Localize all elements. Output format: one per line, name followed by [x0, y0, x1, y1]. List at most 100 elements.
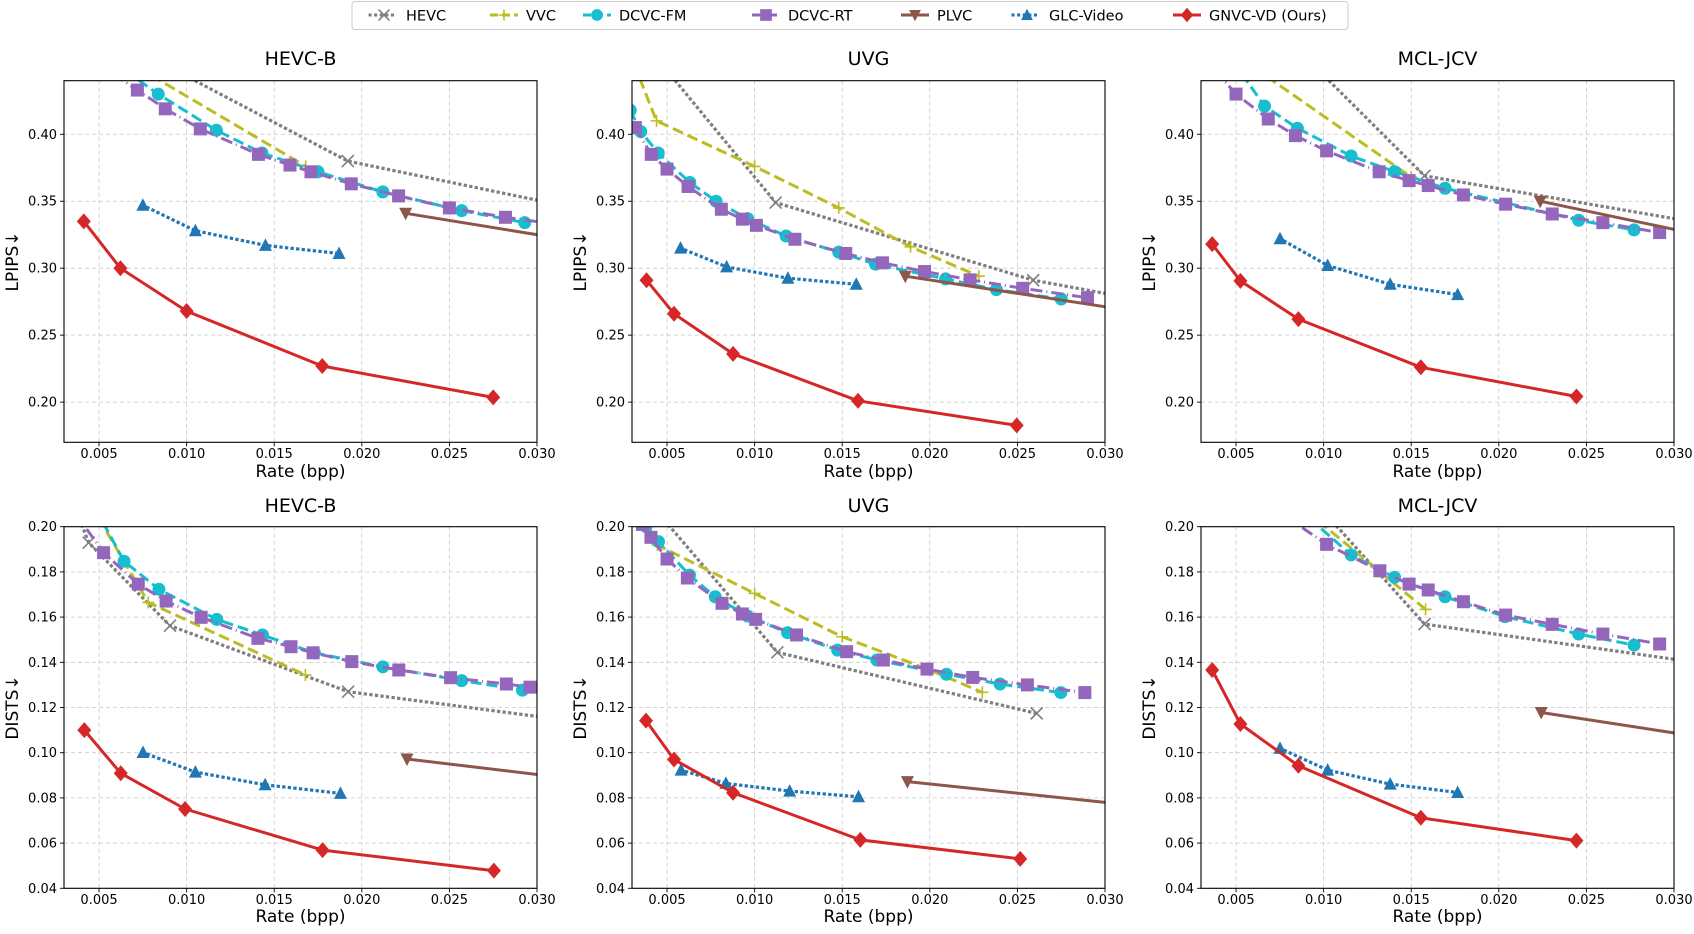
legend-label: DCVC-RT	[788, 9, 853, 25]
x-axis-label: Rate (bpp)	[1392, 907, 1482, 927]
x-tick-label: 0.005	[648, 893, 685, 908]
series-dcvc-rt	[1298, 526, 1667, 651]
marker-triangle-up	[1321, 258, 1335, 272]
legend-label: DCVC-FM	[619, 9, 686, 25]
y-tick-label: 0.20	[28, 396, 57, 411]
plot-area	[632, 63, 1181, 434]
marker-triangle-up	[783, 784, 797, 797]
series-line	[645, 279, 1017, 427]
marker-diamond	[1291, 311, 1306, 328]
marker-square	[876, 256, 890, 270]
marker-square	[251, 147, 265, 161]
marker-diamond	[850, 392, 865, 409]
series-line	[136, 80, 525, 225]
subplot-title: HEVC-B	[265, 48, 337, 70]
y-axis-label: LPIPS↓	[1140, 231, 1160, 291]
y-axis-label: LPIPS↓	[571, 231, 591, 291]
marker-triangle-down	[1534, 706, 1548, 720]
marker-triangle-down	[909, 10, 921, 22]
marker-square	[131, 577, 145, 591]
series-plvc	[1533, 195, 1674, 231]
marker-square	[963, 273, 977, 287]
marker-square	[680, 571, 694, 585]
series-dcvc-rt	[107, 68, 537, 224]
series-line	[1210, 669, 1577, 843]
marker-square	[107, 68, 120, 81]
marker-square	[158, 102, 172, 116]
marker-diamond	[726, 345, 741, 362]
marker-diamond	[1009, 417, 1024, 434]
x-axis-label: Rate (bpp)	[823, 462, 913, 482]
marker-square	[1545, 617, 1559, 631]
marker-square	[130, 83, 144, 97]
marker-plus	[976, 686, 989, 699]
marker-square	[788, 232, 802, 246]
marker-triangle-up	[136, 198, 150, 211]
x-axis-label: Rate (bpp)	[823, 907, 913, 927]
marker-x	[1169, 300, 1181, 312]
marker-triangle-down	[1533, 195, 1547, 209]
marker-x	[770, 645, 784, 659]
subplot-title: UVG	[848, 495, 890, 517]
marker-x	[601, 720, 613, 732]
marker-square	[1209, 63, 1222, 76]
x-tick-label: 0.025	[1568, 893, 1605, 908]
marker-square	[523, 680, 537, 694]
marker-diamond	[1569, 832, 1584, 849]
marker-square	[1653, 637, 1667, 651]
x-tick-label: 0.020	[911, 893, 948, 908]
series-gnvc-vd-ours-	[1205, 661, 1584, 849]
series-line	[907, 780, 1105, 804]
y-tick-label: 0.18	[28, 565, 57, 580]
series-dcvc-rt	[1209, 63, 1667, 240]
marker-square	[283, 158, 297, 172]
x-tick-label: 0.020	[911, 447, 948, 462]
marker-square	[735, 607, 749, 621]
series-line	[1298, 526, 1660, 646]
x-tick-label: 0.015	[256, 893, 293, 908]
y-tick-label: 0.20	[1165, 396, 1194, 411]
plot-area	[1205, 52, 1674, 405]
axes-frame	[63, 80, 538, 443]
plot-area	[636, 526, 1105, 867]
y-tick-label: 0.35	[1165, 195, 1194, 210]
marker-square	[1288, 129, 1302, 143]
marker-square	[194, 610, 208, 624]
series-dcvc-fm	[639, 526, 1068, 700]
marker-diamond	[1413, 359, 1428, 376]
marker-triangle-up	[188, 765, 202, 778]
series-plvc	[400, 753, 537, 776]
y-tick-label: 0.14	[28, 656, 57, 671]
marker-x	[659, 63, 671, 75]
marker-square	[1499, 608, 1513, 622]
x-tick-label: 0.015	[824, 447, 861, 462]
marker-square	[498, 210, 512, 224]
series-line	[1277, 236, 1460, 297]
x-tick-label: 0.015	[256, 447, 293, 462]
marker-triangle-up	[674, 241, 688, 254]
marker-diamond	[113, 765, 128, 782]
marker-circle	[210, 612, 224, 626]
series-vvc	[101, 526, 312, 681]
y-tick-label: 0.04	[1165, 882, 1194, 897]
series-dcvc-rt	[83, 526, 537, 694]
marker-diamond	[853, 831, 868, 848]
y-axis-label: DISTS↓	[571, 675, 591, 739]
series-plvc	[900, 776, 1105, 804]
marker-plus	[1248, 61, 1260, 73]
series-line	[140, 750, 343, 796]
series-vvc	[1322, 526, 1432, 616]
marker-x	[341, 154, 355, 168]
series-line	[1540, 711, 1674, 735]
series-hevc	[667, 526, 1044, 720]
x-tick-label: 0.005	[80, 447, 117, 462]
marker-diamond	[639, 272, 654, 289]
marker-x	[1300, 52, 1312, 64]
marker-triangle-up	[1451, 785, 1465, 798]
x-tick-label: 0.015	[1393, 447, 1430, 462]
x-tick-label: 0.020	[1480, 447, 1517, 462]
marker-square	[1080, 291, 1094, 305]
x-tick-label: 0.025	[431, 447, 468, 462]
y-axis-label: DISTS↓	[1140, 675, 1160, 739]
legend-entry-hevc: HEVC	[368, 9, 446, 25]
